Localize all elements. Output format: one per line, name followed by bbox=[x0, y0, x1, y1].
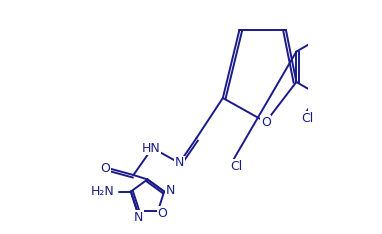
Text: N: N bbox=[175, 157, 184, 169]
Text: Cl: Cl bbox=[302, 111, 314, 124]
Text: N: N bbox=[165, 184, 175, 197]
Text: H₂N: H₂N bbox=[91, 185, 115, 198]
Text: Cl: Cl bbox=[231, 160, 243, 173]
Text: O: O bbox=[261, 116, 271, 128]
Text: N: N bbox=[134, 211, 143, 223]
Text: HN: HN bbox=[142, 142, 160, 154]
Text: O: O bbox=[157, 207, 167, 220]
Text: O: O bbox=[100, 161, 110, 175]
